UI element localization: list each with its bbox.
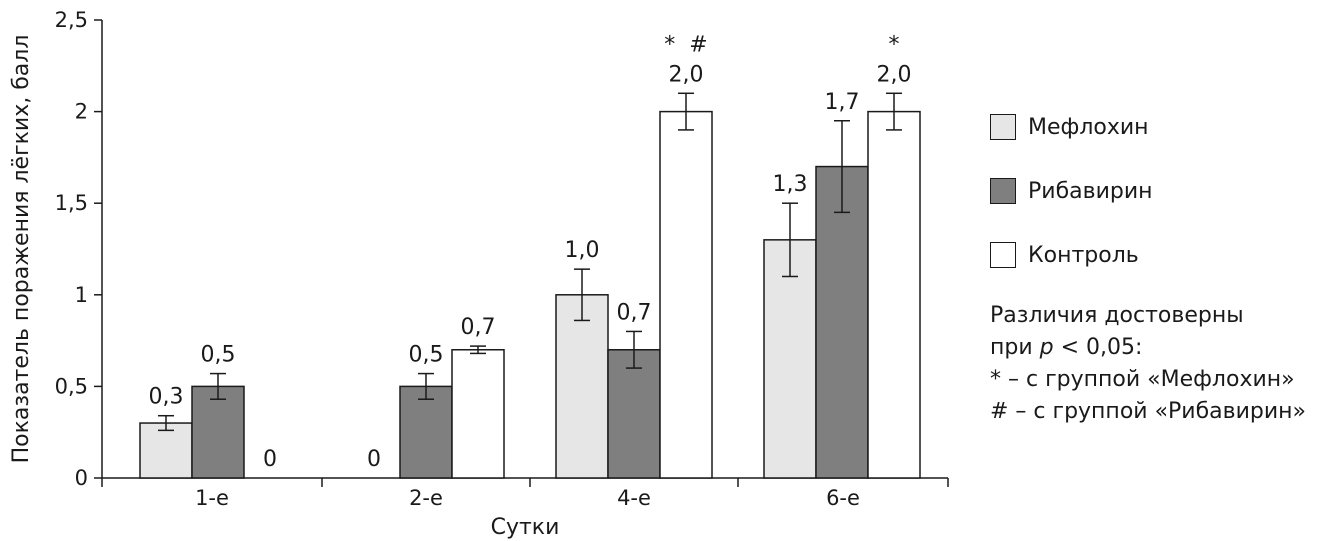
data-label-ribavirin: 0,5 <box>201 343 236 368</box>
legend: Мефлохин Рибавирин Контроль <box>990 112 1153 304</box>
bar-meflokhin <box>555 294 609 479</box>
legend-label-control: Контроль <box>1028 242 1139 268</box>
data-label-control: 0,7 <box>461 315 496 340</box>
data-label-control: 0 <box>263 447 277 472</box>
note-line-4: # – с группой «Рибавирин» <box>990 399 1307 424</box>
y-axis-title: Показатель поражения лёгких, балл <box>9 35 34 464</box>
bar-ribavirin <box>399 385 453 479</box>
y-tick-label: 2,5 <box>55 8 88 32</box>
significance-note: Различия достоверны при p < 0,05: * – с … <box>990 300 1306 428</box>
data-labels: 0,3 0 1,0 1,3 0,5 0,5 0,7 1,7 0 0,7 2,0 * # 2,0 * <box>149 32 912 472</box>
bar-ribavirin <box>607 349 661 479</box>
legend-item-meflokhin: Мефлохин <box>990 112 1153 142</box>
legend-label-meflokhin: Мефлохин <box>1028 114 1149 140</box>
y-tick-label: 1 <box>75 283 88 307</box>
bar-chart: 00,511,522,5 1-е 2-е 4-е 6-е 0,301,01,30,5 0… <box>9 8 949 540</box>
bar-ribavirin <box>815 165 869 479</box>
x-ticks: 1-е 2-е 4-е 6-е <box>101 478 949 510</box>
data-label-control: 2,0 <box>669 62 704 87</box>
bar-ribavirin <box>191 385 245 479</box>
significance-marker: * <box>889 32 900 57</box>
data-label-meflokhin: 0,3 <box>149 385 184 410</box>
data-label-ribavirin: 0,5 <box>409 343 444 368</box>
y-tick-label: 0 <box>75 466 88 490</box>
data-label-control: 2,0 <box>877 62 912 87</box>
x-axis-title: Сутки <box>491 515 560 540</box>
note-line-1: Различия достоверны <box>990 303 1244 328</box>
x-tick-label: 6-е <box>826 486 860 510</box>
data-label-meflokhin: 1,3 <box>773 172 808 197</box>
note-line-2: при p < 0,05: <box>990 335 1143 360</box>
note-line-3: * – с группой «Мефлохин» <box>990 367 1295 392</box>
x-tick-label: 4-е <box>617 486 651 510</box>
x-tick-label: 2-е <box>409 486 443 510</box>
x-tick-label: 1-е <box>195 486 229 510</box>
legend-item-control: Контроль <box>990 240 1153 270</box>
y-tick-label: 1,5 <box>55 191 88 215</box>
bars <box>139 92 921 479</box>
bar-control <box>867 110 921 479</box>
y-ticks: 0 0,5 1 1,5 2 2,5 <box>55 8 102 490</box>
legend-item-ribavirin: Рибавирин <box>990 176 1153 206</box>
data-label-ribavirin: 1,7 <box>825 90 860 115</box>
data-label-ribavirin: 0,7 <box>617 300 652 325</box>
data-label-meflokhin: 1,0 <box>565 238 600 263</box>
y-tick-label: 0,5 <box>55 374 88 398</box>
bar-control <box>659 110 713 479</box>
legend-swatch-control <box>990 242 1016 268</box>
bar-meflokhin <box>139 422 193 479</box>
legend-swatch-meflokhin <box>990 114 1016 140</box>
legend-swatch-ribavirin <box>990 178 1016 204</box>
legend-label-ribavirin: Рибавирин <box>1028 178 1153 204</box>
bar-control <box>451 349 505 479</box>
significance-marker: * # <box>664 32 707 57</box>
data-label-meflokhin: 0 <box>367 447 381 472</box>
y-tick-label: 2 <box>75 100 88 124</box>
